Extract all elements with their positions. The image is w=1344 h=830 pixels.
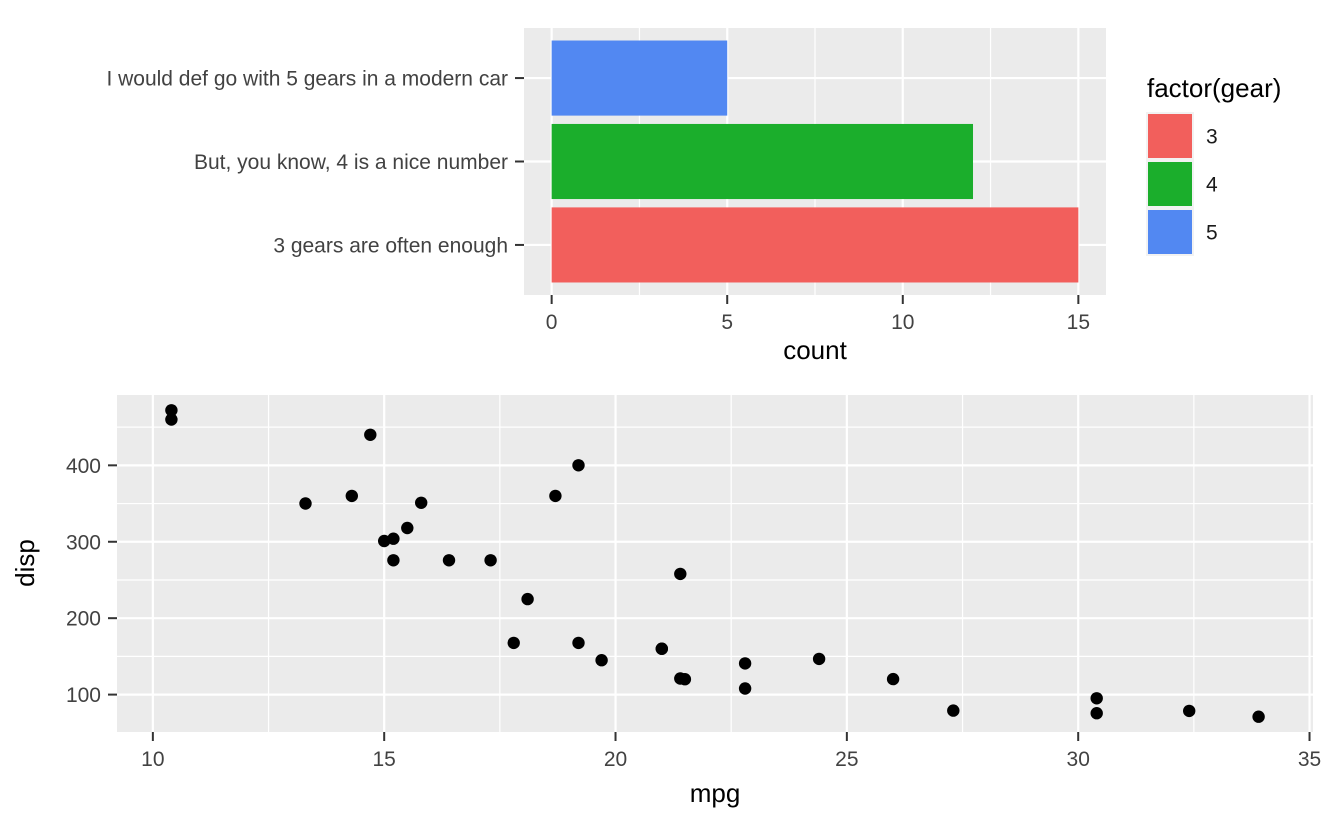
scatter-point	[415, 496, 428, 509]
scatter-point	[1252, 710, 1265, 723]
bar-chart: 0 5 10 15 I would def go with 5 gears in a m…	[106, 28, 1281, 365]
bar-x-axis-title: count	[783, 335, 847, 365]
scatter-point	[738, 682, 752, 695]
y-category-label: I would def go with 5 gears in a modern …	[106, 68, 508, 91]
scatter-minor-grid	[117, 395, 1313, 732]
scatter-point	[165, 404, 178, 417]
y-category-label: But, you know, 4 is a nice number	[194, 151, 508, 174]
x-tick-label: 10	[141, 748, 164, 771]
scatter-point	[674, 567, 687, 581]
scatter-axes: 10 15 20 25 30 35 100 200 300 400	[66, 455, 1321, 771]
scatter-point	[387, 554, 400, 567]
scatter-point	[812, 652, 826, 666]
scatter-point	[299, 497, 312, 510]
scatter-point	[549, 489, 562, 503]
scatter-point	[595, 654, 608, 667]
scatter-point	[572, 459, 585, 472]
x-tick-label: 30	[1067, 748, 1090, 771]
legend-label: 5	[1206, 222, 1218, 245]
scatter-points	[165, 404, 1265, 723]
scatter-point	[1090, 692, 1103, 705]
y-tick-label: 400	[66, 455, 101, 478]
scatter-point	[655, 642, 668, 655]
legend-entries: 3 4 5	[1146, 112, 1218, 256]
legend-title: factor(gear)	[1147, 73, 1281, 103]
legend-label: 4	[1206, 174, 1218, 197]
x-tick-label: 0	[546, 311, 558, 334]
scatter-panel	[117, 395, 1313, 732]
scatter-point	[1183, 704, 1196, 718]
bar-chart-bars	[551, 40, 1079, 283]
scatter-point	[378, 534, 391, 548]
legend-key-gear-5	[1148, 210, 1192, 254]
scatter-x-axis-title: mpg	[690, 778, 741, 808]
bar-chart-axes: 0 5 10 15 I would def go with 5 gears in a m…	[106, 68, 1090, 334]
x-tick-label: 20	[604, 748, 627, 771]
legend-key-gear-4	[1148, 162, 1192, 206]
x-tick-label: 5	[721, 311, 733, 334]
scatter-point	[364, 428, 377, 441]
y-tick-label: 100	[66, 684, 101, 707]
legend-label: 3	[1206, 126, 1218, 149]
scatter-major-grid	[117, 395, 1313, 732]
scatter-point	[738, 657, 752, 670]
scatter-point	[1090, 707, 1103, 720]
scatter-point	[674, 672, 687, 685]
scatter-point	[484, 554, 497, 567]
scatter-point	[401, 521, 414, 535]
x-tick-label: 15	[373, 748, 396, 771]
scatter-point	[345, 489, 358, 503]
y-tick-label: 200	[66, 608, 101, 631]
legend: factor(gear) 3 4 5	[1146, 73, 1281, 256]
scatter-panel-background	[117, 395, 1313, 732]
y-tick-label: 300	[66, 531, 101, 554]
y-category-label: 3 gears are often enough	[273, 234, 508, 257]
scatter-point	[507, 636, 520, 650]
x-tick-label: 25	[835, 748, 858, 771]
scatter-chart: 10 15 20 25 30 35 100 200 300 400 mpg disp	[10, 395, 1321, 808]
legend-key-gear-3	[1148, 114, 1192, 158]
scatter-point	[886, 672, 900, 686]
scatter-point	[947, 704, 960, 717]
scatter-point	[572, 636, 585, 650]
x-tick-label: 35	[1298, 748, 1321, 771]
bar-gear-5	[551, 40, 728, 116]
scatter-point	[442, 554, 456, 567]
scatter-y-axis-title: disp	[10, 539, 40, 587]
bar-gear-3	[551, 207, 1079, 283]
scatter-point	[165, 413, 178, 426]
bar-gear-4	[551, 123, 974, 200]
x-tick-label: 10	[891, 311, 914, 334]
x-tick-label: 15	[1067, 311, 1090, 334]
scatter-point	[521, 592, 534, 606]
